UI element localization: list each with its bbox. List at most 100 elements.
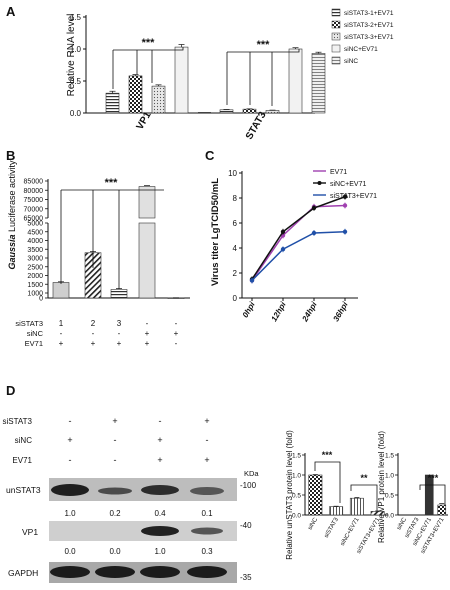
b-row-value: + — [59, 339, 64, 348]
d2-y-tick-label: 1.0 — [385, 473, 394, 480]
panel-c-legend: EV71 siNC+EV71 siSTAT3+EV71 — [313, 169, 377, 200]
d1-y-tick-label: 1.5 — [292, 453, 301, 460]
c-series-line — [251, 196, 346, 280]
d-treat-value: - — [206, 435, 209, 445]
legend-label-sistat3-1: siSTAT3-1+EV71 — [344, 10, 394, 17]
d2-x-tick-label: siNC — [396, 516, 408, 531]
d-treat-value: + — [204, 455, 209, 465]
b-row-label: siNC — [27, 329, 44, 338]
band-gapdh-lane2 — [95, 566, 135, 578]
band-unstat3-lane3 — [141, 485, 179, 495]
d-treat-value: - — [69, 416, 72, 426]
b-axis-break — [138, 218, 156, 223]
b-bar — [52, 282, 70, 299]
d-bar1-significance — [314, 461, 378, 511]
panel-a-sig-vp1: *** — [142, 37, 156, 49]
panel-a-legend: siSTAT3-1+EV71 siSTAT3-2+EV71 siSTAT3-3+… — [331, 8, 394, 65]
panel-a-bars — [105, 44, 326, 114]
c-y-tick-label: 8 — [233, 194, 238, 203]
panel-b-letter: B — [6, 148, 15, 163]
b-bar-lower — [138, 222, 156, 299]
panel-a-ylabel: Relative RNA level — [66, 14, 77, 97]
b-row-label: siSTAT3 — [15, 319, 43, 328]
b-y-tick-label: 3000 — [27, 256, 43, 263]
d1-y-tick-label: 0.0 — [292, 513, 301, 520]
d1-x-tick-label: siSTAT3 — [324, 516, 341, 539]
b-row-value: + — [117, 339, 122, 348]
b-row-value: - — [175, 319, 178, 328]
b-row-value: + — [91, 339, 96, 348]
b-bar — [110, 289, 128, 299]
legend-swatch-sistat3-3 — [331, 32, 341, 41]
legend-label-sistat3-3: siSTAT3-3+EV71 — [344, 34, 394, 41]
d-bar1-bars — [308, 474, 385, 516]
d2-y-tick-label: 1.5 — [385, 453, 394, 460]
b-y-tick-label: 1000 — [27, 291, 43, 298]
band-unstat3-lane4 — [190, 487, 224, 495]
marker-100: -100 — [240, 481, 257, 490]
band-vp1-lane3 — [141, 526, 179, 536]
legend-swatch-sinc — [331, 56, 341, 65]
legend-label-sinc: siNC — [344, 58, 358, 65]
a-bar — [242, 108, 257, 114]
d-quant-unstat3: 0.1 — [201, 509, 213, 518]
d1-bar — [370, 511, 385, 516]
d2-y-tick-label: 0.0 — [385, 513, 394, 520]
b-y-tick-label: 5000 — [27, 221, 43, 228]
d-bar1-sig-1: *** — [322, 450, 333, 460]
b-row-value: - — [175, 339, 178, 348]
d-bar2-axes: 0.00.51.01.5siNCsiSTAT3siNC+EV71siSTAT3+… — [385, 453, 448, 555]
d1-bar — [329, 506, 344, 516]
c-x-tick-label: 0hpi — [241, 300, 257, 319]
panel-b-bars — [52, 185, 185, 299]
c-y-tick-label: 0 — [233, 294, 238, 303]
panel-c-lines — [249, 193, 348, 284]
a-y-tick-label: 0.5 — [70, 77, 82, 86]
b-y-tick-label: 70000 — [24, 206, 44, 213]
blot-label-vp1: VP1 — [22, 527, 38, 537]
legend-label-sistat3-2: siSTAT3-2+EV71 — [344, 22, 394, 29]
d-bar1-ylabel: Relative unSTAT3 protein level (fold) — [285, 430, 294, 560]
a-bar — [174, 46, 189, 114]
d2-bar — [437, 504, 447, 516]
d1-bar — [308, 474, 323, 516]
b-y-tick-label: 2000 — [27, 273, 43, 280]
a-bar — [219, 109, 234, 114]
band-unstat3-lane2 — [98, 487, 132, 495]
panel-c-letter: C — [205, 148, 215, 163]
c-y-tick-label: 6 — [233, 219, 238, 228]
d1-x-tick-label: siNC — [307, 516, 319, 531]
d-quant-unstat3: 0.4 — [154, 509, 166, 518]
d-treat-value: + — [67, 435, 72, 445]
panel-d-treatment-table: siSTAT3 - + - + siNC + - + - EV71 - - + + — [3, 416, 210, 465]
a-y-tick-label: 1.0 — [70, 45, 82, 54]
c-y-tick-label: 4 — [233, 244, 238, 253]
legend-marker-sinc-ev71 — [317, 181, 322, 185]
d-treat-value: - — [159, 416, 162, 426]
d-treat-label: siNC — [15, 436, 33, 445]
panel-b-ylabel: Gaussia Luciferase activity — [7, 160, 17, 270]
panel-d: D siSTAT3 - + - + siNC + - + - EV71 - - + + KDa unSTAT… — [3, 383, 448, 583]
b-row-value: + — [145, 339, 150, 348]
band-gapdh-lane1 — [50, 566, 90, 578]
b-y-tick-label: 4500 — [27, 229, 43, 236]
b-y-tick-label: 65000 — [24, 216, 44, 223]
d-quant-vp1: 0.3 — [201, 547, 213, 556]
b-row-label: EV71 — [25, 339, 43, 348]
panel-b-ylabel-italic: Gaussia — [7, 235, 17, 270]
b-y-tick-label: 2500 — [27, 264, 43, 271]
a-bar — [105, 92, 120, 114]
d2-bar — [424, 474, 434, 516]
b-y-tick-label: 85000 — [24, 179, 44, 186]
a-bar — [151, 85, 166, 114]
b-row-value: - — [118, 329, 121, 338]
c-y-tick-label: 10 — [228, 169, 237, 178]
band-gapdh-lane3 — [140, 566, 180, 578]
b-y-tick-label: 80000 — [24, 188, 44, 195]
marker-40: -40 — [240, 521, 252, 530]
d-quant-unstat3: 1.0 — [64, 509, 76, 518]
d-treat-value: + — [204, 416, 209, 426]
blot-label-gapdh: GAPDH — [8, 568, 38, 578]
